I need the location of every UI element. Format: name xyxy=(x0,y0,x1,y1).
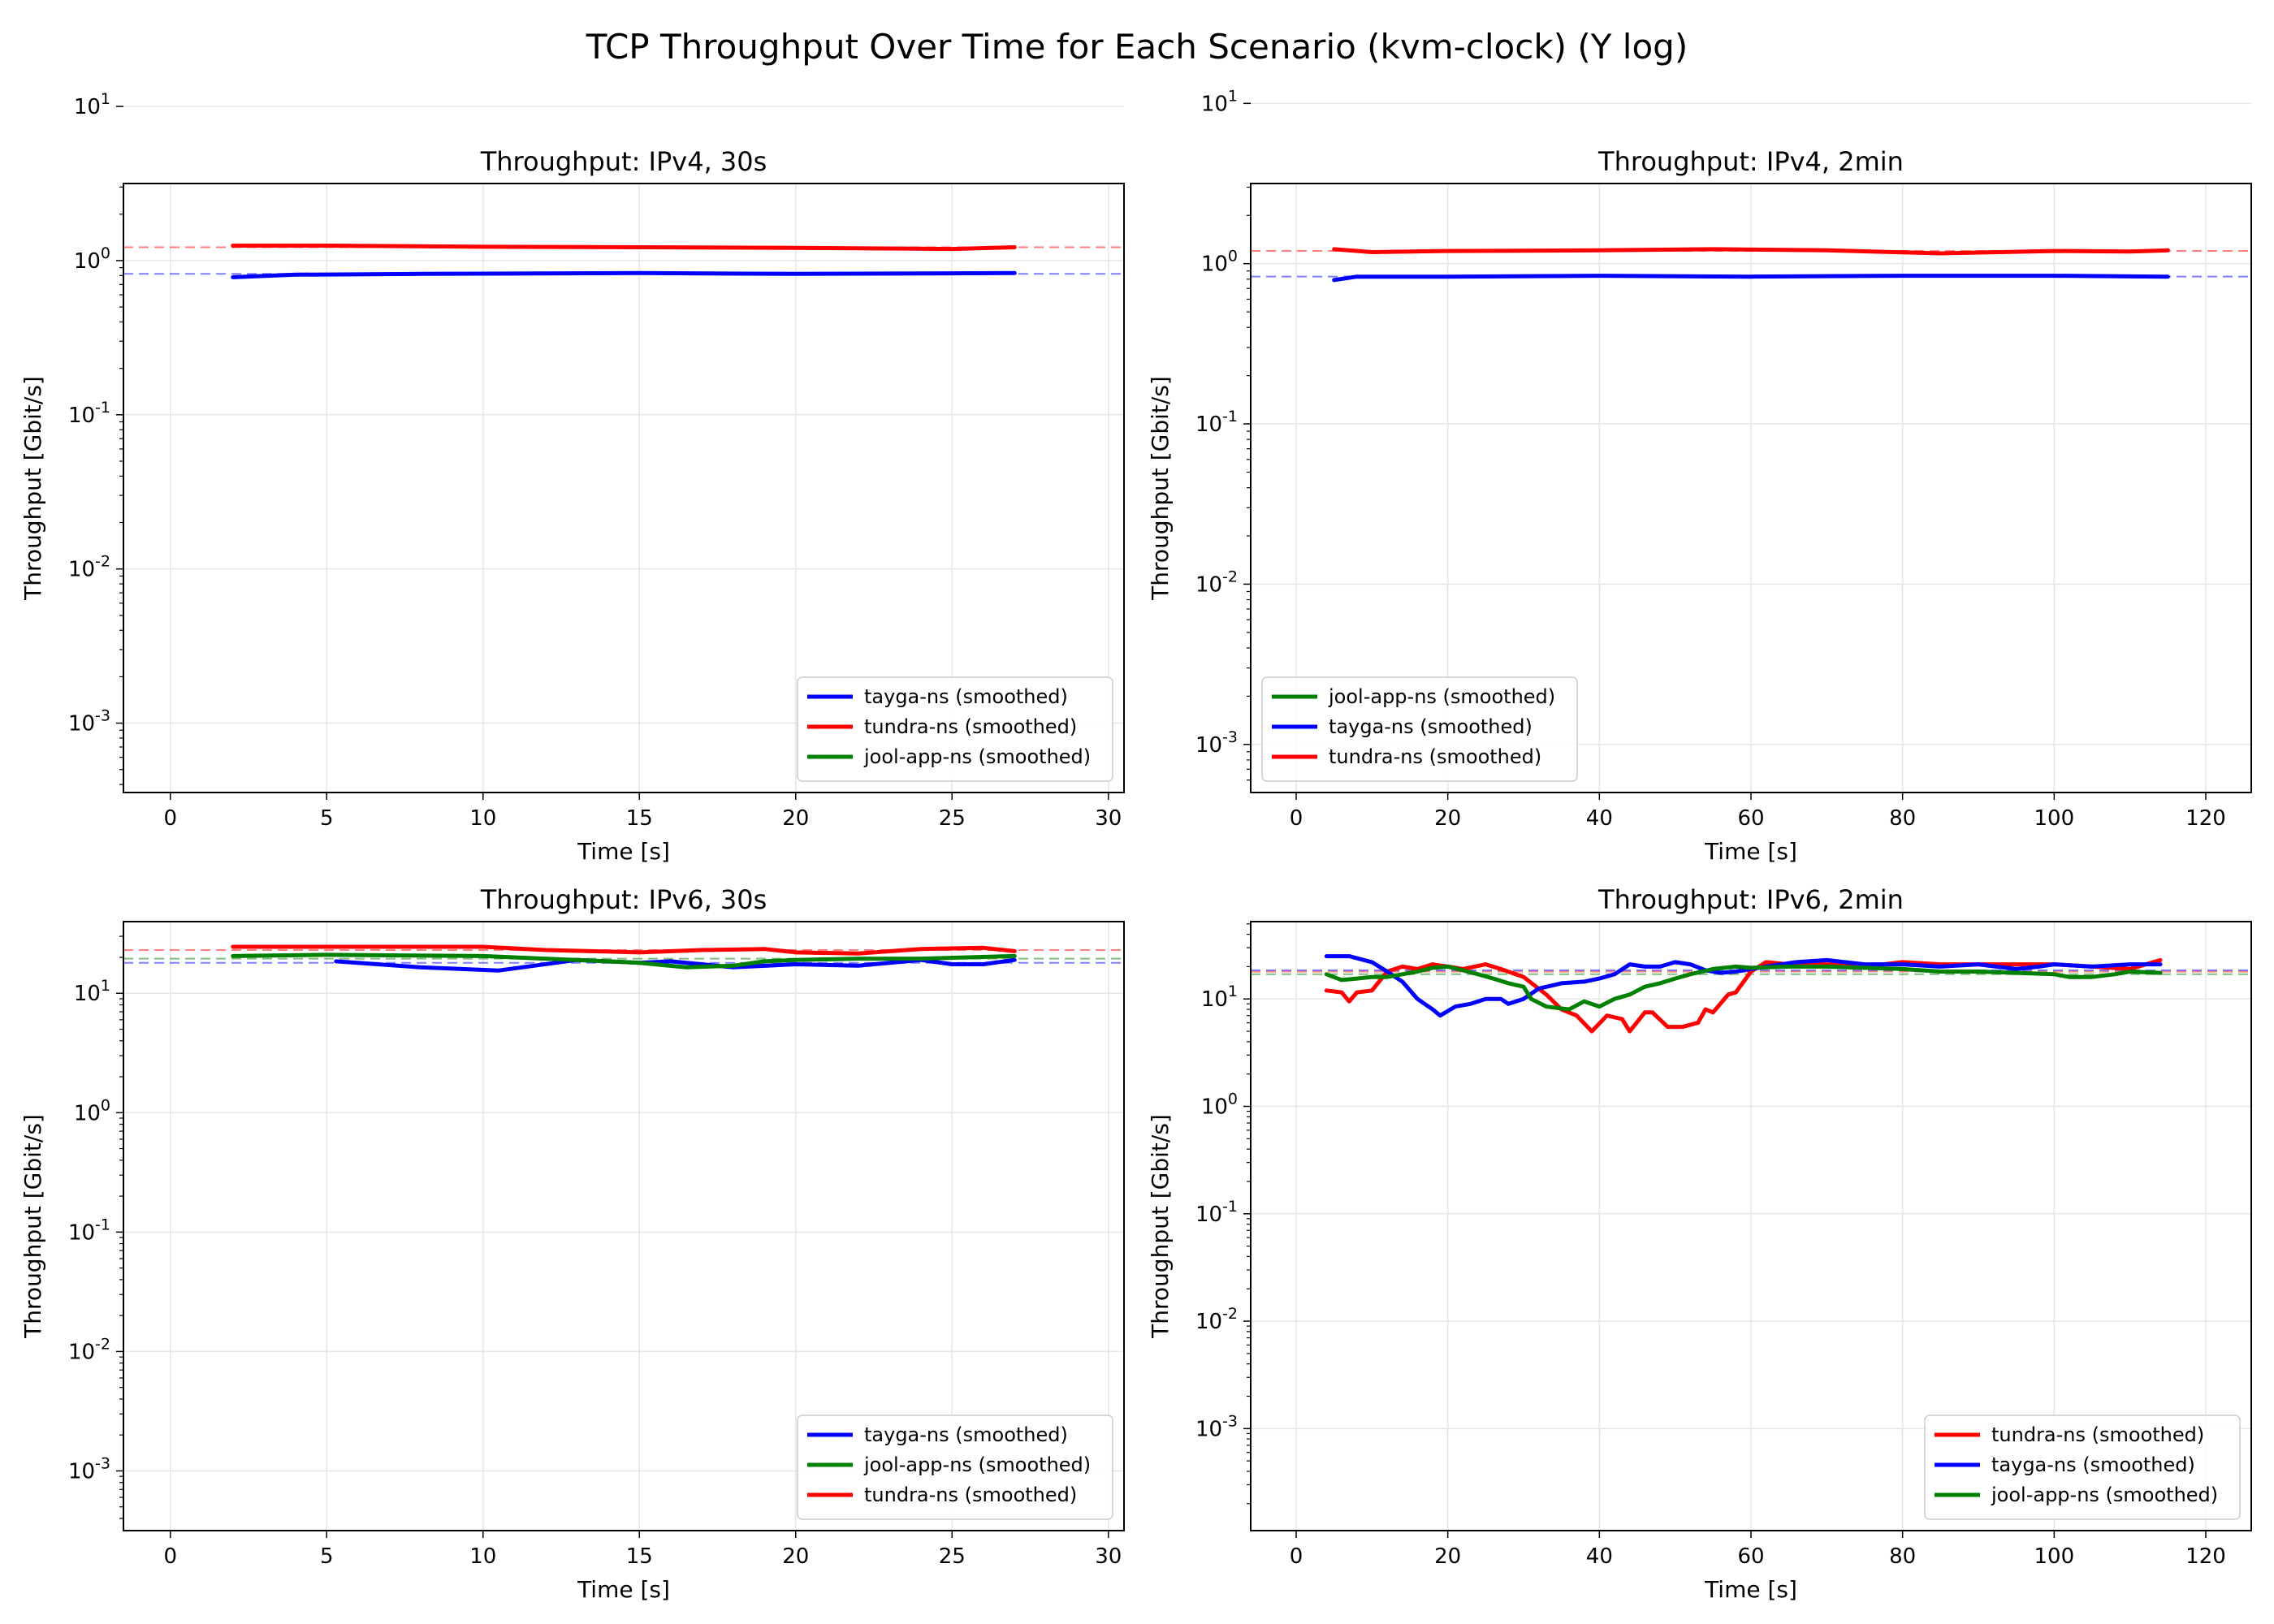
plot-area xyxy=(123,944,1124,973)
series-line xyxy=(231,244,1017,252)
x-tick-label: 0 xyxy=(163,1544,177,1569)
x-tick-label: 20 xyxy=(1434,806,1461,831)
y-tick-label: 10-1 xyxy=(68,1216,110,1245)
series-line xyxy=(1324,964,2163,1012)
legend-entry: jool-app-ns (smoothed) xyxy=(1328,685,1555,708)
legend: tayga-ns (smoothed) tundra-ns (smoothed) j… xyxy=(797,676,1113,782)
x-axis-label: Time [s] xyxy=(577,1576,670,1603)
x-tick-label: 10 xyxy=(469,806,496,831)
series-line xyxy=(1332,247,2170,256)
x-tick-label: 30 xyxy=(1095,1544,1122,1569)
axes-frame xyxy=(1250,921,2252,1531)
x-tick-label: 80 xyxy=(1889,806,1916,831)
legend: tundra-ns (smoothed) tayga-ns (smoothed) j… xyxy=(1924,1415,2241,1520)
x-axis-label: Time [s] xyxy=(577,838,670,865)
y-tick-label: 10-2 xyxy=(1195,1305,1238,1334)
y-axis-label: Throughput [Gbit/s] xyxy=(19,376,46,601)
legend-box xyxy=(1261,676,1578,782)
panel-4: 0 20 40 60 80 100 12010-310-210-1100101Through… xyxy=(1147,884,2252,1603)
x-tick-label: 40 xyxy=(1586,1544,1613,1569)
y-axis-label: Throughput [Gbit/s] xyxy=(1147,1114,1174,1339)
legend: tayga-ns (smoothed) jool-app-ns (smoothed… xyxy=(797,1415,1113,1520)
y-tick-label: 101 xyxy=(1201,983,1238,1012)
panel-2: 0 20 40 60 80 100 12010-310-210-1100101Through… xyxy=(1147,87,2252,865)
x-tick-label: 60 xyxy=(1737,806,1764,831)
x-tick-label: 80 xyxy=(1889,1544,1916,1569)
x-axis-label: Time [s] xyxy=(1704,838,1797,865)
x-tick-label: 25 xyxy=(939,806,966,831)
panel-title: Throughput: IPv6, 2min xyxy=(1597,884,1904,915)
x-tick-label: 120 xyxy=(2185,806,2226,831)
x-tick-label: 120 xyxy=(2185,1544,2226,1569)
x-tick-label: 60 xyxy=(1737,1544,1764,1569)
legend-entry: tayga-ns (smoothed) xyxy=(864,685,1068,708)
y-axis-label: Throughput [Gbit/s] xyxy=(1147,376,1174,601)
series-line xyxy=(1324,954,2163,1018)
x-tick-label: 100 xyxy=(2034,806,2075,831)
panel-3: 0 5 10 15 20 25 3010-310-210-1100101Throughput… xyxy=(19,884,1125,1603)
legend-entry: tundra-ns (smoothed) xyxy=(864,1484,1077,1506)
plot-area xyxy=(123,244,1124,279)
plot-area xyxy=(1251,247,2251,283)
x-tick-label: 0 xyxy=(163,806,177,831)
series-line xyxy=(231,952,1017,970)
x-tick-label: 15 xyxy=(626,806,653,831)
plot-area xyxy=(1251,954,2251,1034)
panel-title: Throughput: IPv6, 30s xyxy=(480,884,767,915)
legend-entry: tundra-ns (smoothed) xyxy=(1329,745,1541,768)
x-tick-label: 0 xyxy=(1290,806,1303,831)
x-tick-label: 10 xyxy=(469,1544,496,1569)
x-tick-label: 40 xyxy=(1586,806,1613,831)
x-tick-label: 0 xyxy=(1290,1544,1303,1569)
x-tick-label: 5 xyxy=(320,1544,334,1569)
axes-frame xyxy=(123,921,1125,1531)
legend-entry: tayga-ns (smoothed) xyxy=(1329,715,1533,738)
x-tick-label: 20 xyxy=(782,1544,809,1569)
legend-entry: tundra-ns (smoothed) xyxy=(1991,1423,2204,1446)
legend-box xyxy=(797,676,1113,782)
axes-frame xyxy=(1250,183,2252,793)
legend-entry: tayga-ns (smoothed) xyxy=(864,1423,1068,1446)
legend: jool-app-ns (smoothed) tayga-ns (smoothed… xyxy=(1261,676,1578,782)
x-tick-label: 100 xyxy=(2034,1544,2075,1569)
x-tick-label: 20 xyxy=(782,806,809,831)
legend-entry: jool-app-ns (smoothed) xyxy=(863,1453,1091,1476)
legend-entry: tayga-ns (smoothed) xyxy=(1991,1453,2195,1476)
series-line xyxy=(231,270,1017,279)
legend-entry: jool-app-ns (smoothed) xyxy=(1991,1484,2218,1506)
x-axis-label: Time [s] xyxy=(1704,1576,1797,1603)
legend-box xyxy=(1924,1415,2241,1520)
figure-title: TCP Throughput Over Time for Each Scenar… xyxy=(586,27,1688,67)
x-tick-label: 5 xyxy=(320,806,334,831)
legend-entry: tundra-ns (smoothed) xyxy=(864,715,1077,738)
panel-title: Throughput: IPv4, 2min xyxy=(1597,146,1904,177)
panel-title: Throughput: IPv4, 30s xyxy=(480,146,767,177)
axes-frame xyxy=(123,183,1125,793)
panel-1: 0 5 10 15 20 25 3010-310-210-1100101Throughput… xyxy=(19,90,1125,865)
series-line xyxy=(231,944,1017,956)
legend-box xyxy=(797,1415,1113,1520)
series-line xyxy=(1332,274,2170,283)
y-axis-label: Throughput [Gbit/s] xyxy=(19,1114,46,1339)
x-tick-label: 15 xyxy=(626,1544,653,1569)
x-tick-label: 30 xyxy=(1095,806,1122,831)
y-tick-label: 10-3 xyxy=(68,1454,110,1484)
x-tick-label: 20 xyxy=(1434,1544,1461,1569)
legend-entry: jool-app-ns (smoothed) xyxy=(863,745,1091,768)
x-tick-label: 25 xyxy=(939,1544,966,1569)
series-line xyxy=(1324,957,2163,1034)
